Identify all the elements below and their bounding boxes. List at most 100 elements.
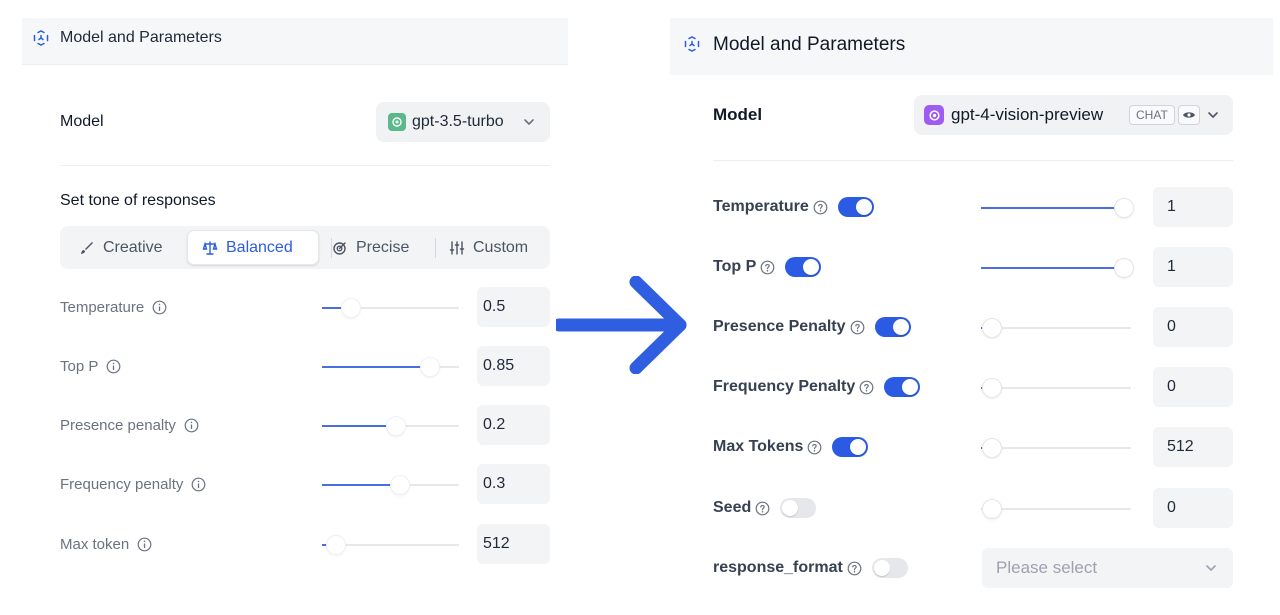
- slider-thumb[interactable]: [1113, 258, 1134, 278]
- tone-option-creative[interactable]: Creative: [79, 230, 163, 265]
- panel-title: Model and Parameters: [60, 29, 222, 46]
- help-icon[interactable]: [850, 320, 865, 335]
- info-icon[interactable]: [106, 359, 121, 374]
- help-icon[interactable]: [760, 260, 775, 275]
- slider-thumb[interactable]: [981, 378, 1002, 398]
- slider-thumb[interactable]: [981, 499, 1002, 519]
- openai-icon: [924, 105, 944, 125]
- slider-thumb[interactable]: [1113, 198, 1134, 218]
- slider-fill: [322, 307, 351, 309]
- toggle-knob: [803, 259, 820, 275]
- param-slider[interactable]: [981, 438, 1131, 458]
- param-slider[interactable]: [981, 258, 1134, 278]
- brush-icon: [81, 241, 93, 254]
- tone-segmented-control: Creative Balanced Precise Custom: [60, 226, 550, 269]
- divider: [60, 165, 550, 166]
- vision-eye-icon: [1178, 105, 1200, 125]
- param-value-input[interactable]: 512: [477, 524, 550, 564]
- param-value-input[interactable]: 1: [1153, 247, 1233, 287]
- help-icon[interactable]: [807, 440, 822, 455]
- param-label: Frequency penalty: [60, 476, 184, 493]
- param-value-input[interactable]: 0.3: [477, 464, 550, 504]
- slider-thumb[interactable]: [390, 475, 411, 495]
- param-row-frequency-penalty: Frequency penalty 0.3: [60, 464, 550, 504]
- param-row-frequency-penalty: Frequency Penalty 0: [713, 367, 1233, 407]
- tone-option-label: Precise: [356, 238, 410, 256]
- param-slider[interactable]: [322, 475, 459, 495]
- param-row-presence-penalty: Presence Penalty 0: [713, 307, 1233, 347]
- param-enable-toggle[interactable]: [837, 197, 874, 217]
- response-format-select[interactable]: Please select: [982, 548, 1233, 588]
- param-value-input[interactable]: 512: [1153, 427, 1233, 467]
- param-slider[interactable]: [322, 416, 459, 436]
- param-label: Top P: [60, 358, 99, 375]
- model-name: gpt-4-vision-preview: [951, 105, 1104, 124]
- slider-thumb[interactable]: [981, 438, 1002, 458]
- param-slider[interactable]: [981, 378, 1131, 398]
- tone-option-label: Balanced: [226, 238, 293, 256]
- slider-fill: [322, 484, 401, 486]
- tone-option-balanced[interactable]: Balanced: [187, 230, 319, 265]
- param-value-input[interactable]: 0: [1153, 307, 1233, 347]
- param-slider[interactable]: [322, 357, 459, 377]
- help-icon[interactable]: [847, 561, 862, 576]
- info-icon[interactable]: [191, 477, 206, 492]
- param-row-max-tokens: Max Tokens 512: [713, 427, 1233, 467]
- tone-option-custom[interactable]: Custom: [449, 230, 528, 265]
- slider-thumb[interactable]: [325, 535, 346, 555]
- param-label: response_format: [713, 559, 843, 576]
- toggle-knob: [892, 319, 909, 335]
- param-enable-toggle[interactable]: [785, 257, 822, 277]
- param-label: Presence Penalty: [713, 318, 846, 335]
- slider-fill: [981, 207, 1124, 209]
- tone-option-label: Custom: [473, 238, 529, 256]
- tone-label: Set tone of responses: [60, 192, 216, 209]
- param-slider[interactable]: [981, 499, 1131, 519]
- param-row-seed: Seed 0: [713, 488, 1233, 528]
- panel-header: Model and Parameters: [22, 18, 568, 65]
- sliders-icon: [449, 240, 465, 255]
- openai-icon: [388, 113, 406, 131]
- param-value-input[interactable]: 0.2: [477, 405, 550, 445]
- param-value-input[interactable]: 0.5: [477, 287, 550, 327]
- help-icon[interactable]: [859, 380, 874, 395]
- tone-option-precise[interactable]: Precise: [332, 230, 409, 265]
- param-enable-toggle[interactable]: [874, 317, 911, 337]
- param-row-temperature: Temperature 0.5: [60, 287, 550, 327]
- slider-fill: [322, 425, 396, 427]
- separator: [435, 238, 436, 258]
- param-slider[interactable]: [981, 198, 1134, 218]
- param-row-top-p: Top P 1: [713, 247, 1233, 287]
- param-label: Top P: [713, 258, 757, 275]
- param-enable-toggle[interactable]: [832, 437, 869, 457]
- help-icon[interactable]: [755, 501, 770, 516]
- target-icon: [333, 241, 346, 255]
- param-value-input[interactable]: 1: [1153, 187, 1233, 227]
- param-row-presence-penalty: Presence penalty 0.2: [60, 405, 550, 445]
- param-enable-toggle[interactable]: [780, 498, 817, 518]
- info-icon[interactable]: [137, 537, 152, 552]
- param-slider[interactable]: [322, 535, 459, 555]
- model-name: gpt-3.5-turbo: [412, 113, 504, 130]
- info-icon[interactable]: [152, 300, 167, 315]
- slider-thumb[interactable]: [981, 318, 1002, 338]
- info-icon[interactable]: [184, 418, 199, 433]
- param-slider[interactable]: [981, 318, 1131, 338]
- param-slider[interactable]: [322, 298, 459, 318]
- help-icon[interactable]: [813, 200, 828, 215]
- model-selector[interactable]: gpt-4-vision-preview CHAT: [914, 95, 1233, 135]
- model-icon: [684, 36, 700, 52]
- param-value-input[interactable]: 0: [1153, 367, 1233, 407]
- model-label: Model: [60, 113, 104, 130]
- param-row-max-token: Max token 512: [60, 524, 550, 564]
- model-selector[interactable]: gpt-3.5-turbo: [376, 102, 550, 142]
- toggle-knob: [855, 199, 872, 215]
- param-value-input[interactable]: 0: [1153, 488, 1233, 528]
- param-value-input[interactable]: 0.85: [477, 346, 550, 386]
- param-enable-toggle[interactable]: [884, 377, 921, 397]
- param-enable-toggle[interactable]: [871, 558, 908, 578]
- slider-thumb[interactable]: [420, 357, 441, 377]
- model-label: Model: [713, 105, 763, 124]
- slider-thumb[interactable]: [385, 416, 406, 436]
- slider-thumb[interactable]: [340, 298, 361, 318]
